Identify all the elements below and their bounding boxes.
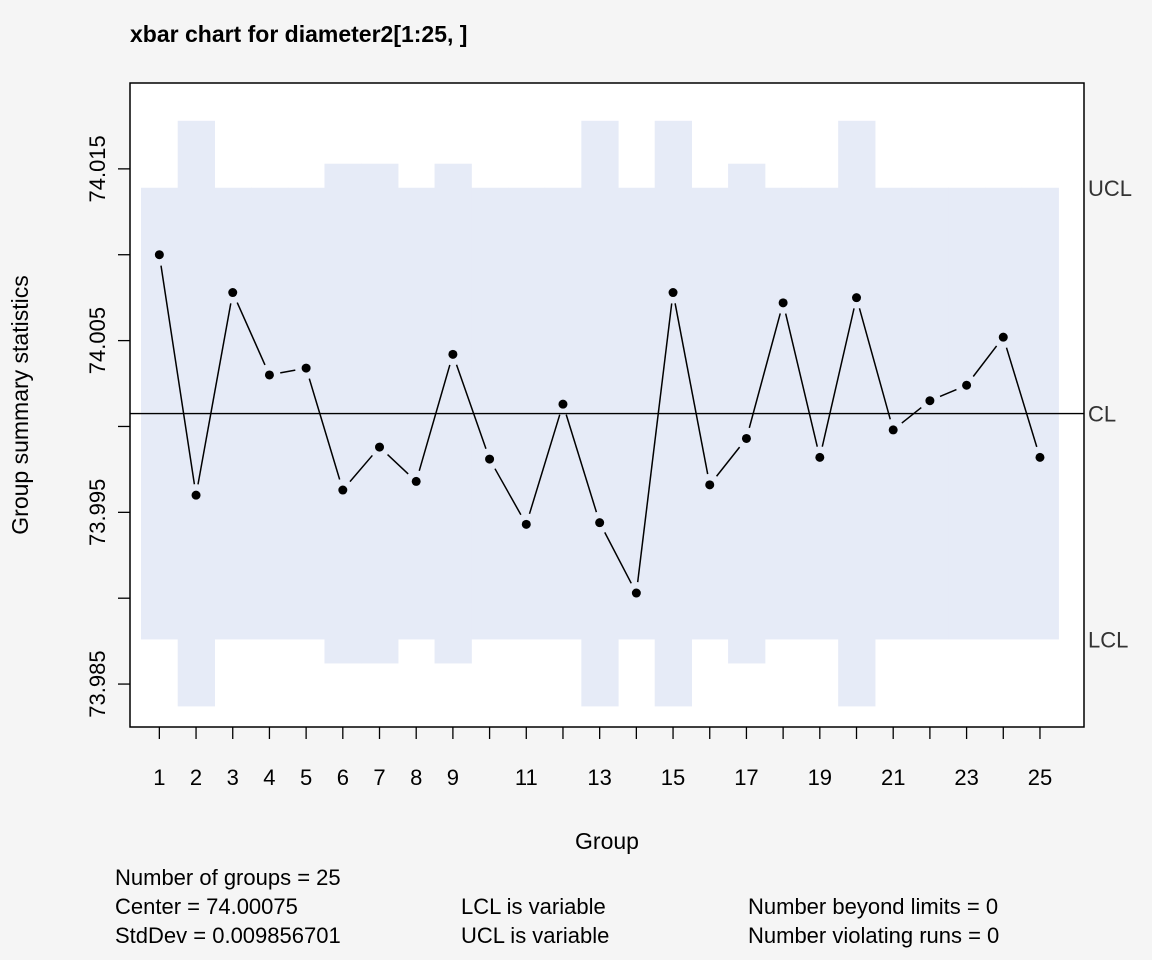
x-tick-label: 19 [808, 765, 832, 790]
x-tick-label: 9 [447, 765, 459, 790]
x-tick-label: 1 [153, 765, 165, 790]
series-segment [197, 303, 232, 485]
stat-center: Center = 74.00075 [115, 894, 298, 919]
series-segment [528, 414, 561, 515]
cl-label: CL [1088, 402, 1116, 427]
series-segment [784, 313, 819, 447]
y-tick-label: 74.005 [85, 307, 110, 374]
x-tick-label: 17 [734, 765, 758, 790]
y-tick-label: 74.015 [85, 135, 110, 202]
series-segment [604, 532, 632, 584]
x-tick-label: 23 [954, 765, 978, 790]
data-point [815, 452, 825, 462]
series-segment [280, 369, 296, 374]
series-segment [308, 378, 341, 480]
ucl-label: UCL [1088, 176, 1132, 201]
x-tick-label: 11 [515, 765, 538, 790]
series-segment [387, 454, 409, 475]
data-point [375, 442, 385, 452]
data-point [595, 518, 605, 528]
stat-number-of-groups: Number of groups = 25 [115, 865, 341, 890]
series-segment [939, 388, 957, 398]
series-segment [858, 308, 891, 420]
lcl-label: LCL [1088, 627, 1128, 652]
data-point [448, 349, 458, 359]
series-segment [494, 468, 522, 516]
series-segment [674, 303, 709, 475]
x-axis-label: Group [575, 828, 639, 854]
data-point [631, 588, 641, 598]
series-segment [418, 364, 451, 472]
data-point [191, 490, 201, 500]
x-tick-label: 6 [337, 765, 349, 790]
stats-summary: Number of groups = 25 Center = 74.00075 … [115, 863, 341, 950]
data-point [154, 250, 164, 260]
series-segment [349, 454, 373, 483]
data-point [998, 332, 1008, 342]
data-point [558, 399, 568, 409]
plot-frame [129, 82, 1085, 728]
x-tick-label: 7 [373, 765, 385, 790]
data-point [485, 454, 495, 464]
data-point [264, 370, 274, 380]
data-point [741, 433, 751, 443]
x-tick-label: 13 [587, 765, 611, 790]
data-point [1035, 452, 1045, 462]
data-point [778, 298, 788, 308]
stats-violations: Number beyond limits = 0 Number violatin… [748, 892, 999, 950]
x-tick-label: 5 [300, 765, 312, 790]
stat-lcl-variable: LCL is variable [461, 894, 606, 919]
data-point [705, 480, 715, 490]
data-point [925, 396, 935, 406]
stat-violating-runs: Number violating runs = 0 [748, 923, 1000, 948]
x-tick-label: 3 [227, 765, 239, 790]
xbar-chart: xbar chart for diameter2[1:25, ] 73.985 7… [7, 21, 1132, 854]
series-segment [636, 303, 673, 583]
series-segment [715, 446, 741, 477]
series-segment [821, 308, 855, 447]
x-tick-label: 21 [881, 765, 905, 790]
data-point [521, 519, 531, 529]
series-segment [901, 406, 922, 424]
data-point [668, 288, 678, 298]
series-segment [160, 265, 196, 485]
data-point [301, 363, 311, 373]
data-point [962, 380, 972, 390]
data-point [852, 293, 862, 303]
x-tick-label: 25 [1028, 765, 1052, 790]
chart-title: xbar chart for diameter2[1:25, ] [130, 21, 467, 47]
x-tick-label: 8 [410, 765, 422, 790]
x-tick-label: 4 [263, 765, 275, 790]
data-point [411, 476, 421, 486]
y-axis-label: Group summary statistics [7, 275, 33, 534]
series-segment [236, 302, 266, 366]
stats-limits-notes: LCL is variable UCL is variable [461, 892, 609, 950]
data-point [338, 485, 348, 495]
y-tick-label: 73.985 [85, 650, 110, 717]
y-tick-label: 73.995 [85, 479, 110, 546]
series-segment [455, 364, 487, 449]
stat-ucl-variable: UCL is variable [461, 923, 610, 948]
x-tick-label: 2 [190, 765, 202, 790]
data-point [228, 288, 238, 298]
series-segment [565, 414, 598, 513]
data-point [888, 425, 898, 435]
series-segment [972, 345, 998, 377]
stat-stddev: StdDev = 0.009856701 [115, 923, 341, 948]
x-tick-label: 15 [661, 765, 685, 790]
stat-beyond-limits: Number beyond limits = 0 [748, 894, 999, 919]
series-segment [748, 313, 781, 429]
series-segment [1005, 347, 1038, 448]
